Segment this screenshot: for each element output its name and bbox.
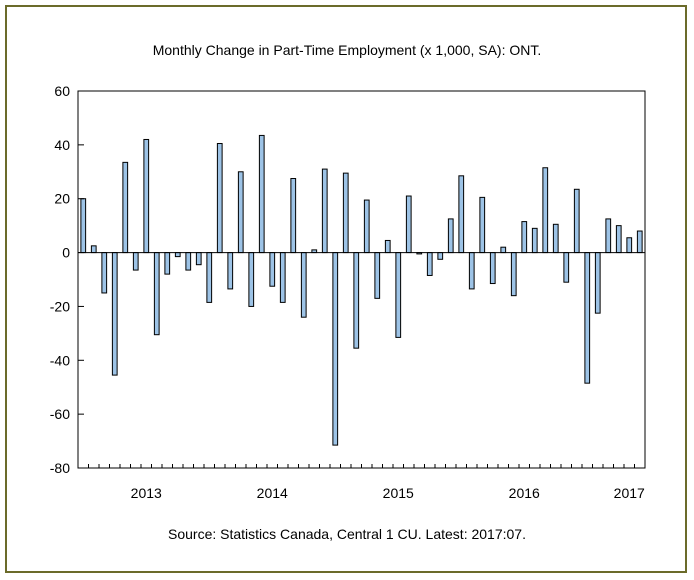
bar (584, 252, 591, 384)
x-tick-label: 2016 (509, 485, 540, 501)
bar (279, 252, 286, 303)
chart-title: Monthly Change in Part-Time Employment (… (152, 42, 542, 58)
bar (426, 252, 433, 276)
bar (290, 178, 297, 254)
bar (479, 196, 486, 254)
bar (90, 245, 97, 254)
bar (521, 221, 528, 254)
x-tick-label: 2015 (383, 485, 414, 501)
bar (206, 252, 213, 303)
bar (437, 252, 444, 260)
bar (342, 172, 349, 254)
x-tick-label: 2013 (131, 485, 162, 501)
y-tick-label: 20 (54, 191, 70, 207)
bar (374, 252, 381, 299)
bar (489, 252, 496, 285)
chart-source: Source: Statistics Canada, Central 1 CU.… (168, 526, 526, 542)
bar (101, 252, 108, 294)
bar (185, 252, 192, 271)
bar (594, 252, 601, 314)
plot-area (77, 90, 646, 469)
y-tick-label: -20 (50, 298, 70, 314)
bar (80, 198, 87, 254)
bar (363, 199, 370, 254)
bar (258, 134, 265, 254)
bar (626, 237, 633, 254)
bar (542, 167, 549, 254)
bar (227, 252, 234, 290)
y-tick-label: 60 (54, 83, 70, 99)
bar (132, 252, 139, 271)
bar (636, 230, 643, 254)
bar (531, 227, 538, 254)
bar (384, 239, 391, 254)
bar (468, 252, 475, 290)
bar (269, 252, 276, 287)
bar (216, 143, 223, 254)
bar (164, 252, 171, 275)
y-tick-label: -40 (50, 352, 70, 368)
bar (111, 252, 118, 376)
bar (615, 225, 622, 254)
x-tick-label: 2017 (614, 485, 645, 501)
bar (332, 252, 339, 446)
bar (573, 188, 580, 254)
bar (143, 138, 150, 254)
bar (237, 171, 244, 254)
bar (321, 168, 328, 254)
y-tick-label: 40 (54, 137, 70, 153)
bar (122, 161, 129, 254)
bar (510, 252, 517, 297)
x-tick-label: 2014 (257, 485, 288, 501)
y-tick-label: 0 (62, 245, 70, 261)
bar (195, 252, 202, 266)
bar (248, 252, 255, 307)
bar (153, 252, 160, 336)
bar (174, 252, 181, 258)
bar (395, 252, 402, 338)
bar (552, 223, 559, 254)
bar (458, 175, 465, 254)
bar (563, 252, 570, 283)
bar (405, 195, 412, 254)
bar (353, 252, 360, 349)
bar (605, 218, 612, 254)
bar (447, 218, 454, 254)
bar (500, 246, 507, 254)
y-tick-label: -60 (50, 406, 70, 422)
y-tick-label: -80 (50, 460, 70, 476)
bar (300, 252, 307, 318)
